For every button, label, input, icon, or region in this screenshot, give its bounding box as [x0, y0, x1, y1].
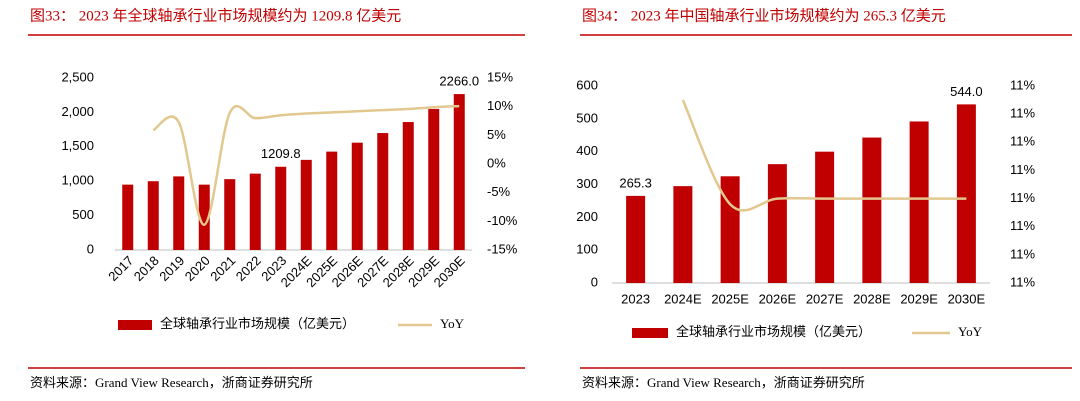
bar	[626, 195, 646, 283]
y2-tick-label: 5%	[487, 127, 506, 142]
x-tick-label: 2025E	[711, 291, 749, 306]
legend-swatch	[632, 328, 668, 338]
y-tick-label: 1,500	[61, 138, 94, 153]
y2-tick-label: 11%	[1010, 162, 1035, 177]
legend-label: 全球轴承行业市场规模（亿美元）	[676, 324, 871, 339]
value-label: 544.0	[950, 84, 983, 99]
x-tick-label: 2020	[182, 253, 213, 284]
y-tick-label: 500	[576, 110, 598, 125]
y-tick-label: 300	[576, 176, 598, 191]
y2-tick-label: -15%	[487, 241, 518, 256]
bar	[428, 108, 440, 251]
legend-label: YoY	[440, 316, 465, 331]
legend-label: YoY	[958, 324, 983, 339]
y-tick-label: 600	[576, 77, 598, 92]
yoy-line	[152, 104, 460, 227]
y2-tick-label: 10%	[487, 98, 513, 113]
bar	[402, 122, 414, 250]
y2-tick-label: 11%	[1010, 246, 1035, 261]
y2-tick-label: 11%	[1010, 190, 1035, 205]
y-tick-label: 500	[72, 207, 94, 222]
y2-tick-label: 11%	[1010, 134, 1035, 149]
x-tick-label: 2030E	[948, 291, 986, 306]
y-tick-label: 200	[576, 209, 598, 224]
y-tick-label: 2,500	[61, 69, 94, 84]
legend-swatch	[118, 320, 152, 330]
x-tick-label: 2021	[207, 253, 238, 284]
bar	[198, 184, 210, 250]
x-tick-label: 2024E	[664, 291, 702, 306]
bar	[453, 94, 465, 250]
x-tick-label: 2028E	[853, 291, 891, 306]
x-tick-label: 2019	[156, 253, 187, 284]
y2-tick-label: 15%	[487, 69, 513, 84]
x-tick-label: 2027E	[806, 291, 844, 306]
x-tick-label: 2022	[233, 253, 264, 284]
bar	[147, 181, 159, 250]
y-tick-label: 2,000	[61, 104, 94, 119]
bar	[300, 159, 312, 250]
yoy-line	[681, 99, 967, 212]
y2-tick-label: 11%	[1010, 274, 1035, 289]
source: 资料来源：Grand View Research，浙商证券研究所	[30, 375, 313, 390]
bar	[377, 133, 389, 250]
value-label: 265.3	[619, 175, 652, 190]
bar	[249, 173, 261, 250]
y2-tick-label: 11%	[1010, 106, 1035, 121]
bar	[275, 166, 287, 250]
bar	[909, 121, 929, 284]
value-label: 1209.8	[261, 146, 301, 161]
y2-tick-label: 11%	[1010, 218, 1035, 233]
y2-tick-label: -5%	[487, 184, 511, 199]
bar	[956, 104, 976, 284]
y-tick-label: 100	[576, 242, 598, 257]
y2-tick-label: -10%	[487, 213, 518, 228]
legend-label: 全球轴承行业市场规模（亿美元）	[160, 316, 355, 331]
source: 资料来源：Grand View Research，浙商证券研究所	[582, 375, 865, 390]
x-tick-label: 2026E	[759, 291, 797, 306]
x-tick-label: 2023	[621, 291, 650, 306]
chart-title: 图33： 2023 年全球轴承行业市场规模约为 1209.8 亿美元	[30, 6, 401, 24]
bar	[815, 151, 835, 283]
y-tick-label: 400	[576, 143, 598, 158]
bar	[326, 151, 338, 250]
y-tick-label: 0	[87, 241, 94, 256]
x-tick-label: 2018	[131, 253, 162, 284]
y2-tick-label: 0%	[487, 155, 506, 170]
bar	[173, 176, 185, 250]
bar	[224, 179, 236, 250]
bar	[767, 164, 787, 283]
bar	[720, 176, 740, 283]
bar	[122, 184, 134, 250]
bar	[673, 186, 693, 283]
y-tick-label: 1,000	[61, 173, 94, 188]
x-tick-label: 2029E	[900, 291, 938, 306]
value-label: 2266.0	[439, 74, 479, 89]
bar	[351, 142, 363, 250]
x-tick-label: 2017	[105, 253, 136, 284]
y2-tick-label: 11%	[1010, 77, 1035, 92]
y-tick-label: 0	[591, 274, 598, 289]
bar	[862, 137, 882, 283]
chart-title: 图34： 2023 年中国轴承行业市场规模约为 265.3 亿美元	[582, 7, 946, 24]
